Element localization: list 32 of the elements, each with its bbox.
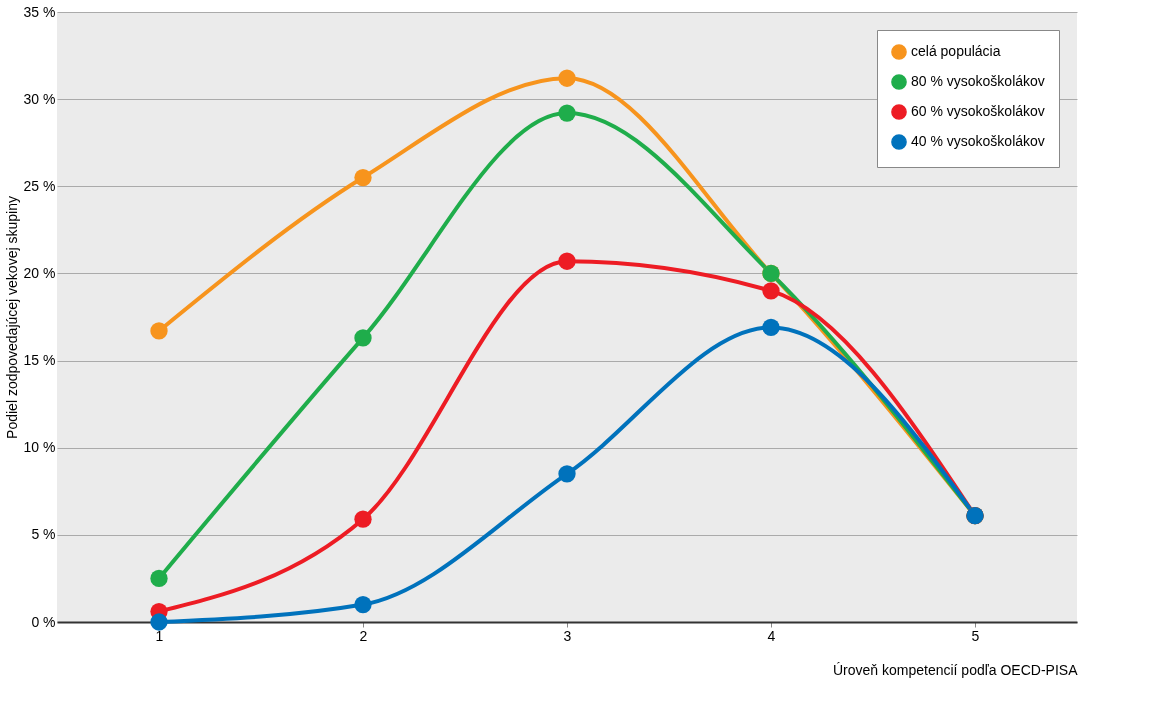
point	[354, 510, 372, 528]
point	[558, 104, 576, 122]
legend-label: 40 % vysokoškolákov	[911, 133, 1045, 149]
point	[558, 252, 576, 270]
y-tick-label: 0 %	[31, 613, 56, 630]
y-tick-label: 5 %	[31, 526, 56, 543]
y-tick-label: 30 %	[23, 90, 56, 107]
x-tick-label: 2	[359, 627, 368, 644]
legend-label: celá populácia	[911, 43, 1001, 59]
point	[354, 595, 372, 614]
point	[150, 569, 168, 588]
point	[150, 613, 168, 631]
x-tick-label: 3	[563, 627, 572, 644]
point	[150, 322, 168, 340]
point	[354, 168, 372, 187]
x-tick-label: 5	[971, 627, 980, 644]
point	[558, 69, 576, 87]
y-axis-title: Podiel zodpovedajúcej vekovej skupiny	[3, 196, 20, 439]
x-tick-label: 4	[767, 627, 776, 644]
x-axis-title: Úroveň kompetencií podľa OECD-PISA	[832, 661, 1079, 678]
point	[558, 465, 576, 483]
y-tick-label: 10 %	[23, 439, 56, 456]
y-tick-label: 15 %	[23, 352, 56, 369]
y-tick-label: 25 %	[23, 177, 56, 194]
point	[354, 329, 372, 347]
y-tick-label: 35 %	[23, 3, 56, 20]
point	[762, 318, 780, 337]
x-tick-label: 1	[155, 627, 164, 644]
point	[762, 282, 780, 300]
y-tick-label: 20 %	[23, 264, 56, 281]
legend-label: 60 % vysokoškolákov	[911, 103, 1045, 119]
legend-label: 80 % vysokoškolákov	[911, 73, 1045, 89]
